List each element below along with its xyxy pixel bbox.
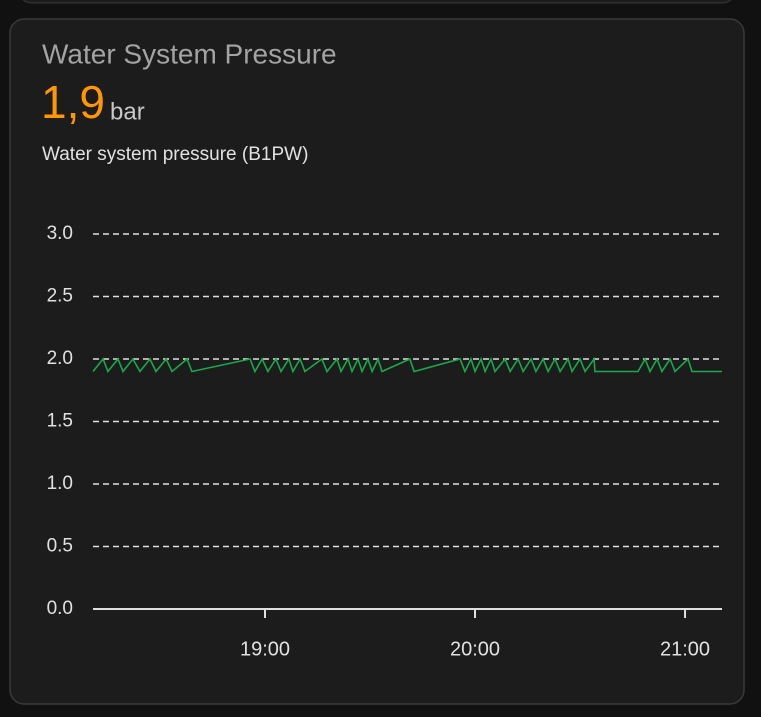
chart: 0.0 0.5 1.0 1.5 2.0 2.5 3.0 19:00 20:00 21:00 bbox=[47, 223, 722, 660]
state-unit: bar bbox=[110, 98, 145, 125]
y-tick-label: 3.0 bbox=[47, 223, 73, 244]
data-line bbox=[92, 356, 722, 374]
y-tick-label: 0.5 bbox=[47, 536, 73, 557]
x-tick-label: 19:00 bbox=[240, 638, 290, 660]
y-tick-label: 0.0 bbox=[47, 598, 73, 619]
previous-card bbox=[22, 0, 732, 4]
y-tick-label: 1.5 bbox=[47, 411, 73, 432]
x-tick-label: 20:00 bbox=[450, 638, 500, 660]
y-tick-label: 1.0 bbox=[47, 473, 73, 494]
x-tick-label: 21:00 bbox=[660, 638, 710, 660]
y-tick-label: 2.5 bbox=[47, 286, 73, 307]
subtitle: Water system pressure (B1PW) bbox=[42, 144, 308, 165]
y-tick-label: 2.0 bbox=[47, 348, 73, 369]
card-title: Water System Pressure bbox=[42, 38, 337, 69]
state-value: 1,9 bbox=[41, 76, 105, 128]
